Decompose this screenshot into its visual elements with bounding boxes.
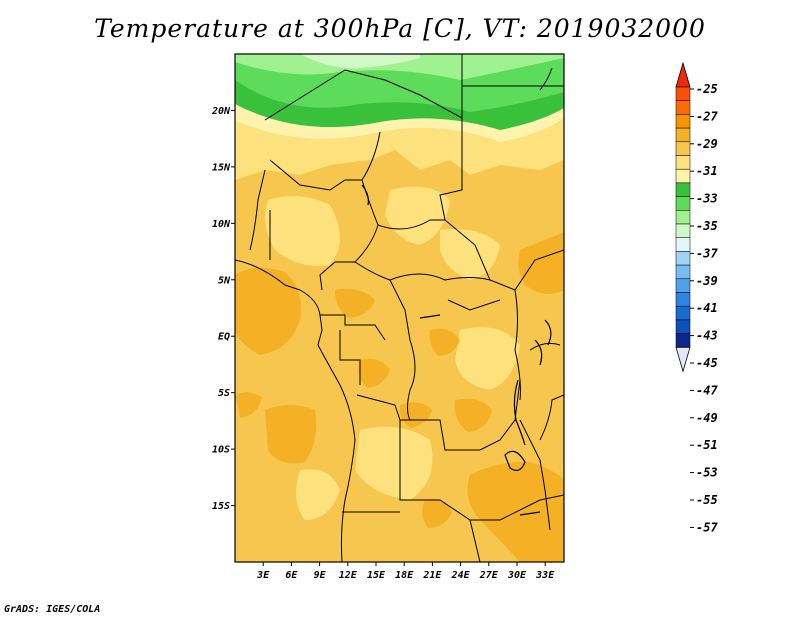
lat-tick-label: EQ [218,332,230,343]
lakes [361,184,552,516]
lat-tick-label: 15N [212,162,231,173]
lon-tick-label: 9E [314,570,327,581]
lon-tick-label: 30E [507,570,527,581]
lat-tick-label: 5S [218,388,230,399]
lon-tick-label: 24E [451,570,471,581]
footer-credit: GrADS: IGES/COLA [4,604,101,615]
lat-tick-label: 10S [212,445,230,456]
lat-tick-label: 15S [212,501,230,512]
map-frame [234,53,565,563]
cool-patches [265,186,520,520]
lon-tick-label: 33E [535,570,555,581]
latitude-axis: 20N 15N 10N 5N EQ 5S 10S 15S [211,106,235,512]
lat-tick-label: 5N [218,275,231,286]
lon-tick-label: 12E [339,570,358,581]
lon-tick-label: 15E [367,570,386,581]
lon-tick-label: 3E [256,570,270,581]
longitude-axis: 3E 6E 9E 12E 15E 18E 21E 24E 27E 30E 33E [256,562,555,581]
lon-tick-label: 18E [395,570,414,581]
temperature-field [235,54,564,562]
lat-tick-label: 10N [212,219,231,230]
lat-tick-label: 20N [211,106,231,117]
band-43-45 [300,54,420,69]
lon-tick-label: 27E [479,570,499,581]
chart-title: Temperature at 300hPa [C], VT: 201903200… [94,14,706,43]
lon-tick-label: 6E [285,570,298,581]
lon-tick-label: 21E [422,570,442,581]
borders [235,54,564,562]
